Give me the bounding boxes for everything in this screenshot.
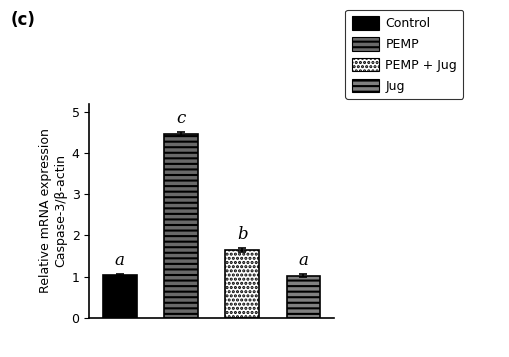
Y-axis label: Relative mRNA expression
Caspase-3/β-actin: Relative mRNA expression Caspase-3/β-act…: [39, 128, 67, 293]
Bar: [225, 250, 259, 318]
Bar: [286, 276, 320, 318]
Bar: [103, 275, 136, 318]
Text: a: a: [298, 252, 308, 269]
Text: a: a: [115, 252, 125, 269]
Text: (c): (c): [10, 11, 35, 29]
Bar: [164, 135, 197, 318]
Legend: Control, PEMP, PEMP + Jug, Jug: Control, PEMP, PEMP + Jug, Jug: [345, 10, 463, 99]
Text: c: c: [176, 110, 185, 127]
Text: b: b: [237, 226, 247, 243]
